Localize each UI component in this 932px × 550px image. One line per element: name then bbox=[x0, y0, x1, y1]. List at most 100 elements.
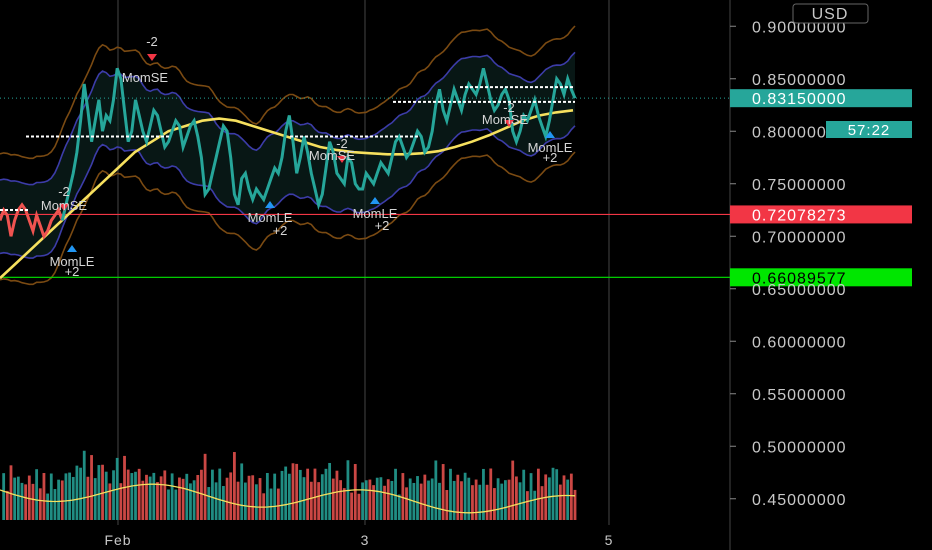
volume-bar bbox=[254, 484, 258, 520]
volume-bar bbox=[555, 469, 559, 520]
volume-bar bbox=[547, 477, 551, 520]
volume-bar bbox=[500, 483, 504, 520]
volume-bar bbox=[159, 476, 163, 520]
volume-bar bbox=[9, 465, 13, 520]
volume-bar bbox=[13, 477, 17, 520]
volume-bar bbox=[441, 464, 445, 520]
volume-bar bbox=[368, 479, 372, 520]
volume-bar bbox=[42, 473, 46, 520]
volume-bar bbox=[434, 460, 438, 520]
signal-label: -2 bbox=[58, 184, 70, 199]
volume-bar bbox=[214, 482, 218, 520]
volume-bar bbox=[379, 477, 383, 520]
signal-label: +2 bbox=[273, 223, 288, 238]
volume-bar bbox=[240, 463, 244, 520]
volume-bar bbox=[467, 477, 471, 520]
volume-bar bbox=[471, 485, 474, 520]
price-label-badge bbox=[730, 89, 912, 108]
volume-bar bbox=[211, 469, 214, 520]
volume-bar bbox=[185, 473, 189, 520]
y-tick-label: 0.45000000 bbox=[752, 492, 847, 509]
volume-bar bbox=[427, 480, 430, 520]
volume-bar bbox=[551, 467, 555, 520]
volume-bar bbox=[134, 471, 137, 520]
volume-bar bbox=[463, 472, 467, 520]
volume-bar bbox=[478, 484, 482, 520]
volume-bar bbox=[200, 469, 203, 520]
signal-label: +2 bbox=[375, 218, 390, 233]
volume-bar bbox=[2, 473, 6, 520]
y-tick-label: 0.85000000 bbox=[752, 72, 847, 89]
volume-bar bbox=[90, 455, 93, 520]
volume-bar bbox=[49, 473, 53, 520]
volume-bar bbox=[53, 489, 57, 520]
volume-bar bbox=[251, 475, 255, 520]
volume-bar bbox=[265, 473, 269, 520]
volume-bar bbox=[306, 468, 310, 520]
volume-bar bbox=[163, 470, 167, 520]
volume-bar bbox=[573, 489, 577, 520]
signal-label: +2 bbox=[543, 150, 558, 165]
y-tick-label: 0.70000000 bbox=[752, 229, 847, 246]
volume-bar bbox=[375, 477, 379, 520]
volume-bar bbox=[126, 469, 130, 520]
signal-label: MomLE bbox=[248, 210, 293, 225]
moving-average-line bbox=[0, 109, 574, 280]
volume-bar bbox=[460, 481, 463, 520]
volume-bar bbox=[540, 486, 544, 520]
volume-bar bbox=[280, 470, 284, 520]
volume-bar bbox=[331, 478, 335, 520]
volume-bar bbox=[485, 484, 489, 520]
signal-label: MomLE bbox=[353, 206, 398, 221]
volume-bar bbox=[295, 463, 299, 520]
currency-button[interactable]: USD bbox=[792, 3, 869, 24]
volume-bar bbox=[339, 480, 343, 520]
volume-bar bbox=[350, 492, 353, 520]
volume-bar bbox=[207, 487, 211, 520]
volume-bar bbox=[97, 465, 101, 520]
volume-bar bbox=[101, 464, 104, 520]
volume-bar bbox=[536, 468, 540, 520]
band-outer-upper bbox=[0, 25, 576, 160]
signal-label: -2 bbox=[336, 136, 348, 151]
volume-bar bbox=[86, 476, 90, 520]
volume-bar bbox=[456, 474, 460, 520]
sell-arrow-icon bbox=[337, 156, 347, 163]
volume-bar bbox=[229, 472, 233, 520]
price-label-text: 0.66089577 bbox=[752, 270, 847, 287]
buy-arrow-icon bbox=[67, 245, 77, 252]
volume-bar bbox=[82, 450, 86, 520]
volume-bar bbox=[93, 478, 97, 520]
volume-bar bbox=[192, 480, 196, 520]
signal-label: +2 bbox=[65, 264, 80, 279]
x-axis-label-3: 3 bbox=[361, 532, 370, 548]
buy-arrow-icon bbox=[370, 197, 380, 204]
volume-bar bbox=[247, 475, 251, 520]
volume-bar bbox=[445, 490, 449, 520]
volume-bar bbox=[174, 489, 178, 520]
volume-bar bbox=[493, 488, 496, 520]
price-label-badge bbox=[730, 205, 912, 224]
volume-bar bbox=[515, 476, 518, 520]
volume-bar bbox=[357, 493, 361, 520]
volume-bar bbox=[496, 478, 500, 520]
volume-bar bbox=[419, 483, 423, 520]
signal-label: MomSE bbox=[41, 198, 88, 213]
volume-bar bbox=[269, 488, 273, 520]
volume-bar bbox=[68, 472, 71, 520]
volume-bar bbox=[452, 480, 456, 520]
volume-bar bbox=[284, 466, 288, 520]
volume-bar bbox=[287, 473, 291, 520]
volume-bar bbox=[562, 475, 566, 520]
volume-bar bbox=[405, 487, 408, 520]
volume-bar bbox=[60, 480, 64, 520]
currency-label: USD bbox=[812, 6, 849, 23]
volume-bar bbox=[394, 468, 397, 520]
volume-bar bbox=[20, 482, 24, 520]
volume-bar bbox=[148, 476, 152, 520]
volume-ma-line bbox=[0, 483, 576, 514]
volume-bar bbox=[518, 482, 522, 520]
volume-bar bbox=[423, 474, 427, 520]
